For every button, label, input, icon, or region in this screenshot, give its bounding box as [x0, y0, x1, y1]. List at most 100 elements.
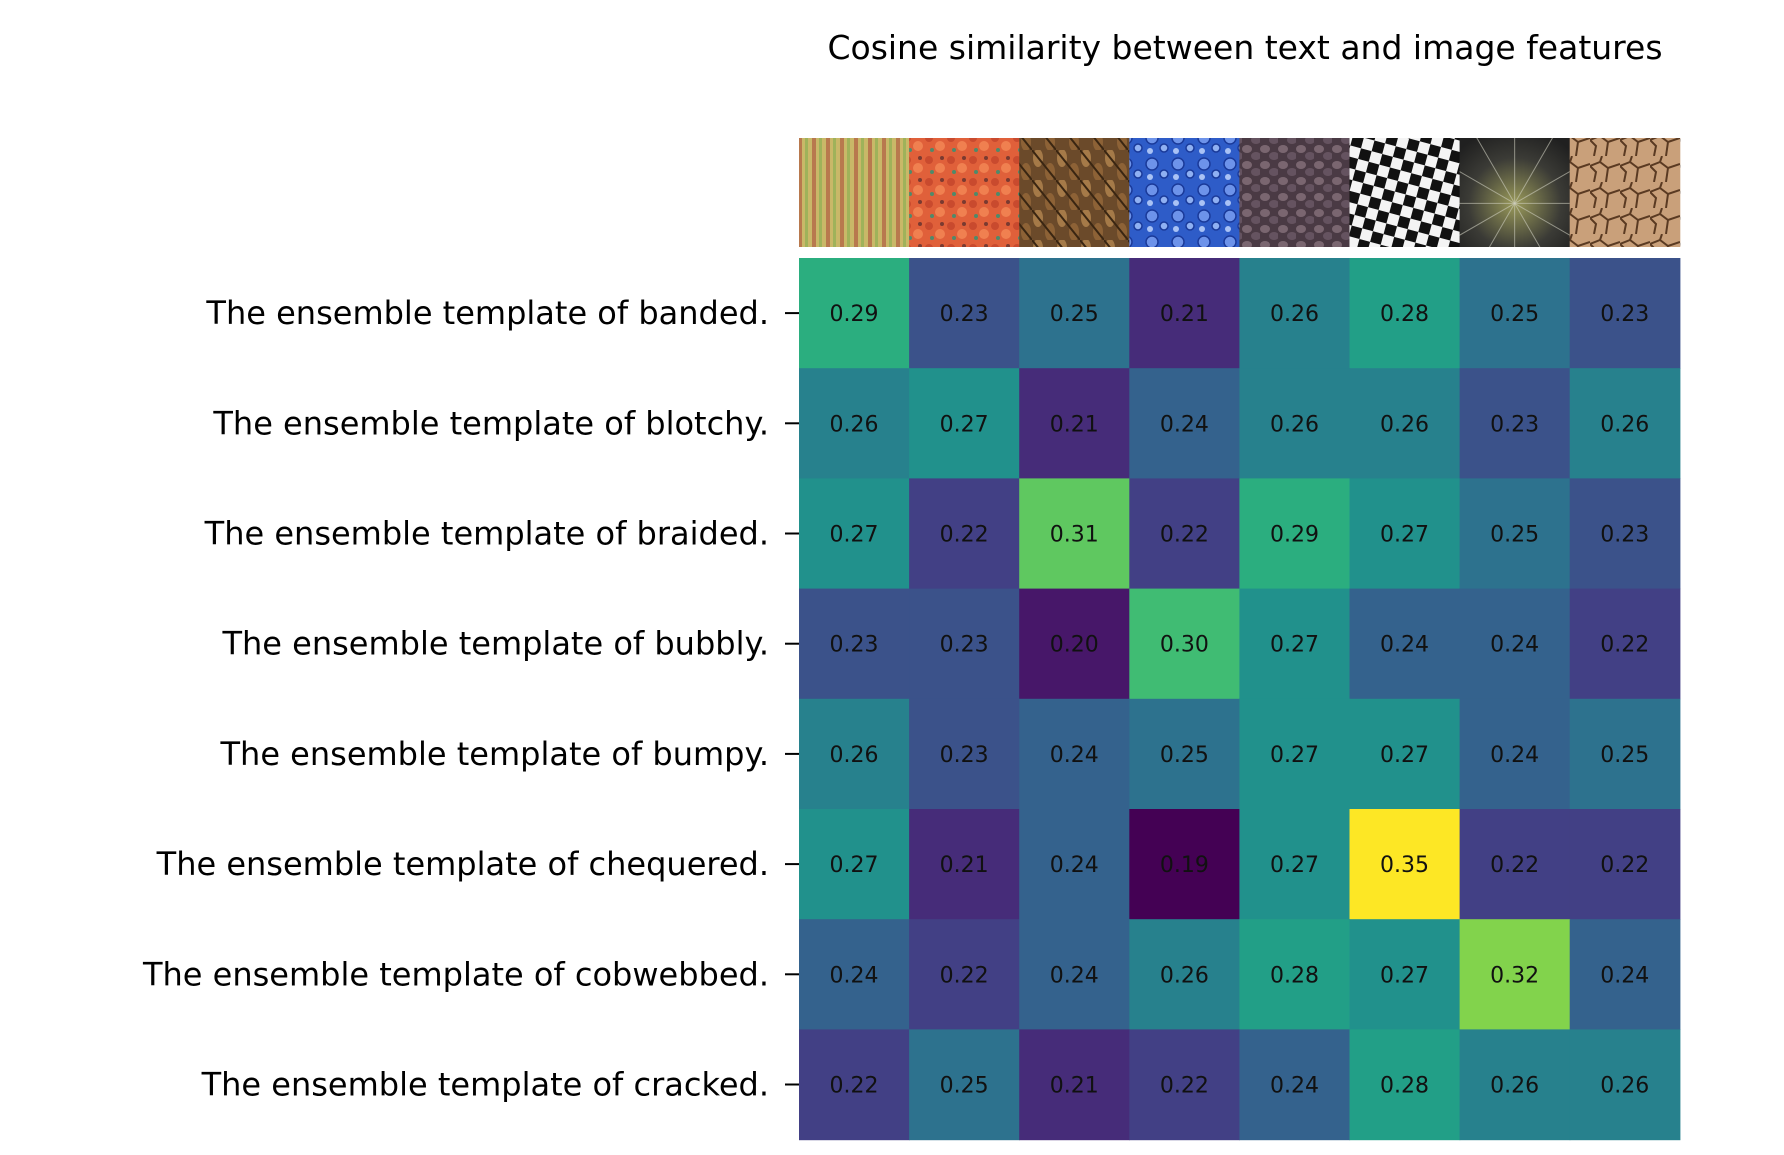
heatmap-cell [1459, 919, 1571, 1030]
heatmap-cell [1349, 478, 1461, 590]
cell-value-label: 0.24 [1490, 743, 1539, 768]
heatmap-cell [1129, 809, 1240, 920]
heatmap-cell [1459, 478, 1571, 590]
chart-title: Cosine similarity between text and image… [827, 28, 1662, 67]
cell-value-label: 0.23 [1600, 302, 1649, 327]
cell-value-label: 0.24 [1050, 743, 1099, 768]
cell-value-label: 0.25 [940, 1074, 989, 1099]
cell-value-label: 0.22 [1490, 853, 1539, 878]
heatmap-cell [799, 478, 910, 590]
heatmap-cell [909, 258, 1020, 369]
cell-value-label: 0.32 [1490, 963, 1539, 988]
heatmap-cell [1459, 1029, 1571, 1141]
cell-value-label: 0.25 [1490, 523, 1539, 548]
cell-value-label: 0.27 [1270, 853, 1319, 878]
row-label: The ensemble template of bumpy. [219, 735, 769, 773]
heatmap-cell [1459, 809, 1571, 920]
heatmap-cell [1459, 368, 1571, 479]
cell-value-label: 0.23 [940, 302, 989, 327]
cell-value-label: 0.22 [1160, 523, 1209, 548]
cell-value-label: 0.22 [830, 1074, 879, 1099]
heatmap-cell [1129, 258, 1240, 369]
heatmap-cell [1129, 588, 1240, 700]
cracked-texture-image [1569, 138, 1681, 247]
row-label: The ensemble template of blotchy. [212, 404, 769, 442]
heatmap-cell [1569, 478, 1681, 590]
cobweb-lines [1459, 138, 1570, 247]
blotchy-texture-image [909, 138, 1020, 247]
heatmap-cell [909, 698, 1020, 810]
cell-value-label: 0.25 [1600, 743, 1649, 768]
heatmap-cell [909, 809, 1020, 920]
heatmap-cell [1349, 1029, 1461, 1141]
heatmap-cell [1239, 368, 1351, 479]
cell-value-label: 0.28 [1380, 1074, 1429, 1099]
cell-value-label: 0.23 [830, 633, 879, 658]
cell-value-label: 0.26 [830, 412, 879, 437]
heatmap-cell [1129, 919, 1240, 1030]
cell-value-label: 0.22 [1600, 853, 1649, 878]
heatmap-cell [799, 368, 910, 479]
cell-value-label: 0.26 [1160, 963, 1209, 988]
heatmap-cell [799, 698, 910, 810]
cell-value-label: 0.21 [1160, 302, 1209, 327]
heatmap-cell [1239, 1029, 1351, 1141]
heatmap-cell [799, 809, 910, 920]
cell-value-label: 0.27 [830, 853, 879, 878]
heatmap-cell [1459, 258, 1571, 369]
heatmap-cell [1349, 698, 1461, 810]
cell-value-label: 0.27 [830, 523, 879, 548]
braided-texture-image [1019, 138, 1130, 247]
cell-value-label: 0.24 [1380, 633, 1429, 658]
heatmap-cell [1569, 809, 1681, 920]
cell-value-label: 0.21 [1050, 412, 1099, 437]
cell-value-label: 0.28 [1270, 963, 1319, 988]
cell-value-label: 0.31 [1050, 523, 1099, 548]
heatmap-cell [909, 478, 1020, 590]
heatmap-cell [1239, 258, 1351, 369]
heatmap-cells: 0.29 0.23 0.25 0.21 0.26 0.28 0.25 0.23 0.26 0.27… [799, 258, 1681, 1141]
cell-value-label: 0.22 [940, 963, 989, 988]
heatmap-cell [799, 1029, 910, 1141]
cell-value-label: 0.26 [1600, 412, 1649, 437]
heatmap-cell [1019, 919, 1130, 1030]
heatmap-cell [909, 368, 1020, 479]
cell-value-label: 0.21 [940, 853, 989, 878]
heatmap-cell [1349, 258, 1461, 369]
heatmap-cell [1019, 368, 1130, 479]
heatmap-cell [1349, 368, 1461, 479]
heatmap-cell [1459, 698, 1571, 810]
heatmap-cell [1349, 919, 1461, 1030]
heatmap-cell [1569, 1029, 1681, 1141]
heatmap-cell [1569, 919, 1681, 1030]
cell-value-label: 0.22 [1160, 1074, 1209, 1099]
heatmap-cell [1239, 698, 1351, 810]
cell-value-label: 0.24 [1270, 1074, 1319, 1099]
cell-value-label: 0.23 [940, 743, 989, 768]
cell-value-label: 0.23 [1600, 523, 1649, 548]
cell-value-label: 0.29 [1270, 523, 1319, 548]
row-label: The ensemble template of cobwebbed. [142, 955, 769, 993]
heatmap-cell [909, 919, 1020, 1030]
row-label: The ensemble template of banded. [205, 294, 769, 332]
cell-value-label: 0.22 [1600, 633, 1649, 658]
heatmap-cell [1239, 919, 1351, 1030]
heatmap-cell [1569, 698, 1681, 810]
cell-value-label: 0.19 [1160, 853, 1209, 878]
cell-value-label: 0.26 [1490, 1074, 1539, 1099]
cell-value-label: 0.24 [1050, 963, 1099, 988]
heatmap-cell [1569, 588, 1681, 700]
row-label: The ensemble template of braided. [204, 515, 769, 553]
cell-value-label: 0.24 [1160, 412, 1209, 437]
cell-value-label: 0.26 [1270, 302, 1319, 327]
row-label: The ensemble template of bubbly. [221, 625, 769, 663]
heatmap-cell [1019, 478, 1130, 590]
row-label: The ensemble template of cracked. [201, 1066, 769, 1104]
heatmap-cell [1019, 809, 1130, 920]
cell-value-label: 0.20 [1050, 633, 1099, 658]
chequered-texture-image [1349, 138, 1461, 247]
cell-value-label: 0.26 [1380, 412, 1429, 437]
heatmap-cell [1349, 809, 1461, 920]
cell-value-label: 0.28 [1380, 302, 1429, 327]
heatmap-cell [1129, 478, 1240, 590]
